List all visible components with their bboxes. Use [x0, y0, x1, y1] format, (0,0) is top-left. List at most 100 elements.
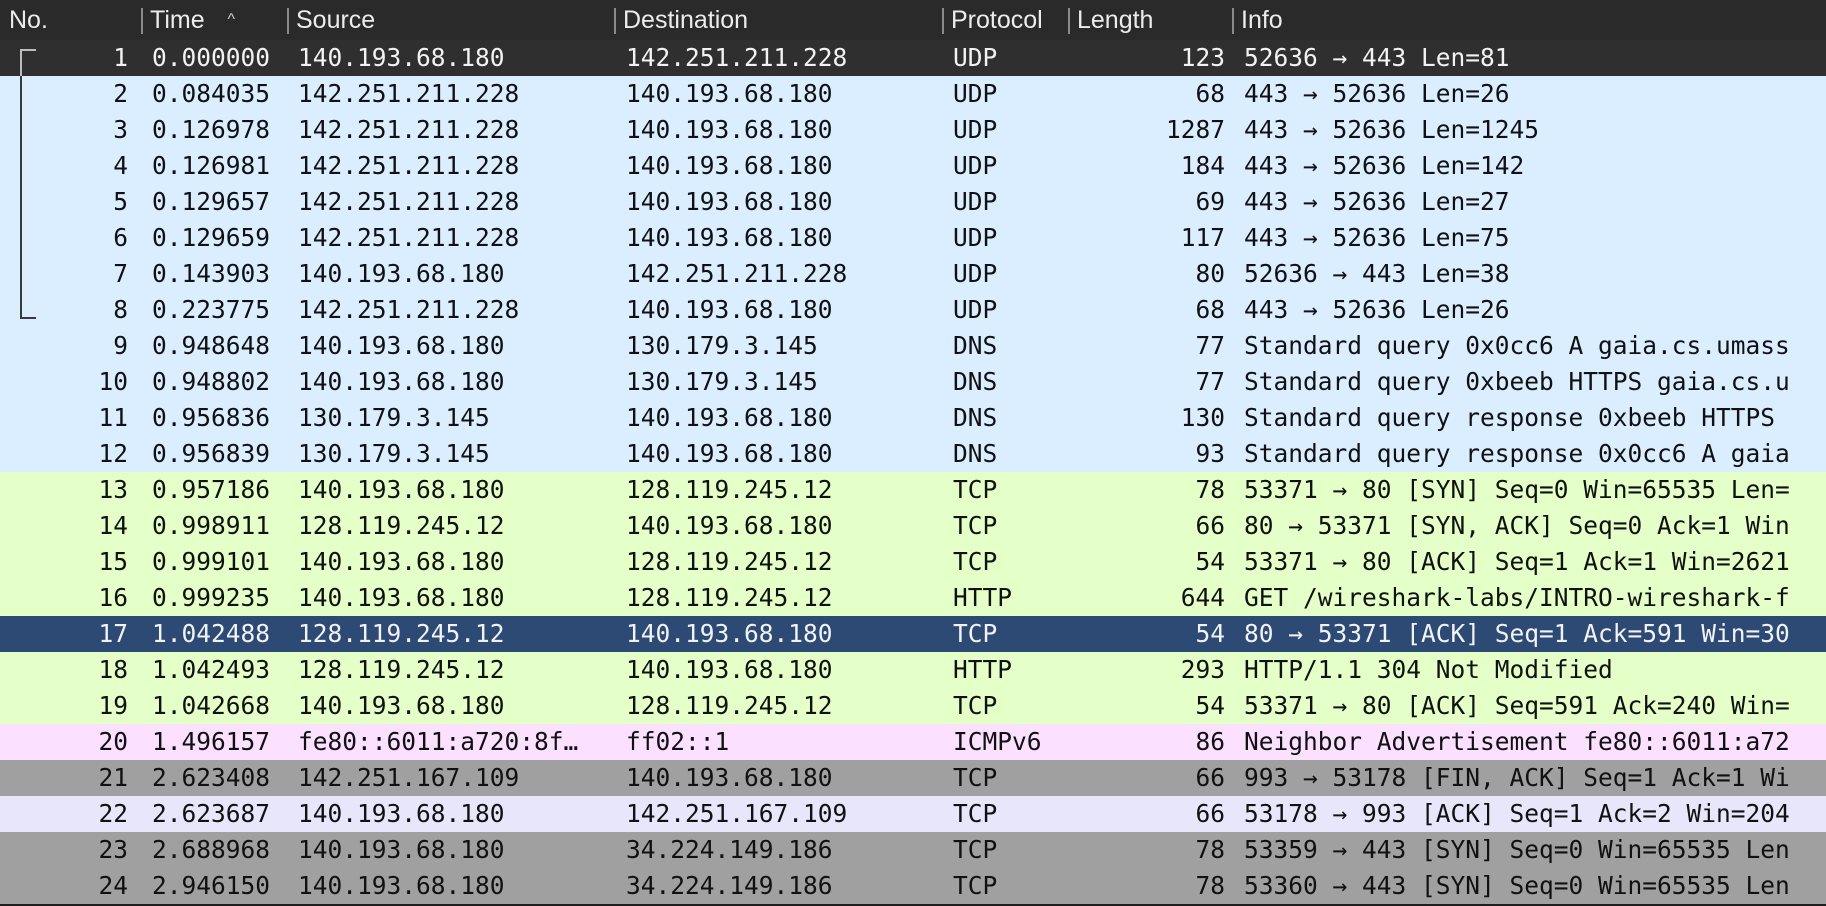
packet-length: 77 [1195, 331, 1225, 360]
column-header-no-label: No. [9, 6, 48, 34]
packet-info: 80 → 53371 [ACK] Seq=1 Ack=591 Win=30 [1244, 619, 1790, 648]
column-header-protocol-label: Protocol [951, 6, 1043, 34]
packet-source: 140.193.68.180 [298, 835, 505, 864]
packet-info: 443 → 52636 Len=26 [1244, 79, 1510, 108]
packet-time: 0.948648 [152, 331, 271, 360]
conversation-bracket [0, 40, 40, 76]
column-header-info[interactable]: Info [1232, 0, 1826, 40]
packet-number: 24 [98, 871, 128, 900]
column-header-no[interactable]: No. [0, 0, 140, 40]
packet-row[interactable]: 11 0.956836 130.179.3.145 140.193.68.180 DNS… [0, 400, 1826, 436]
packet-list-header: No. Time ^ Source Destination Protocol L… [0, 0, 1826, 41]
packet-time: 0.998911 [152, 511, 271, 540]
packet-row[interactable]: 3 0.126978 142.251.211.228 140.193.68.180 UD… [0, 112, 1826, 148]
packet-time: 0.126981 [152, 151, 271, 180]
conversation-bracket [0, 256, 40, 292]
column-header-length[interactable]: Length [1068, 0, 1232, 40]
packet-length: 644 [1180, 583, 1225, 612]
packet-length: 68 [1195, 295, 1225, 324]
packet-number: 21 [98, 763, 128, 792]
column-header-source[interactable]: Source [287, 0, 614, 40]
packet-info: 53359 → 443 [SYN] Seq=0 Win=65535 Len [1244, 835, 1790, 864]
packet-destination: 142.251.167.109 [626, 799, 848, 828]
packet-row[interactable]: 2 0.084035 142.251.211.228 140.193.68.180 UD… [0, 76, 1826, 112]
packet-number: 17 [98, 619, 128, 648]
column-header-time[interactable]: Time ^ [141, 0, 247, 40]
column-divider[interactable] [141, 8, 143, 34]
packet-time: 1.042488 [152, 619, 271, 648]
packet-length: 86 [1195, 727, 1225, 756]
packet-row[interactable]: 5 0.129657 142.251.211.228 140.193.68.180 UD… [0, 184, 1826, 220]
packet-row[interactable]: 9 0.948648 140.193.68.180 130.179.3.145 DNS 7… [0, 328, 1826, 364]
packet-destination: 140.193.68.180 [626, 403, 833, 432]
packet-protocol: UDP [953, 79, 998, 108]
packet-row[interactable]: 8 0.223775 142.251.211.228 140.193.68.180 UD… [0, 292, 1826, 328]
packet-row[interactable]: 13 0.957186 140.193.68.180 128.119.245.12 TC… [0, 472, 1826, 508]
packet-destination: 128.119.245.12 [626, 475, 833, 504]
packet-protocol: TCP [953, 619, 998, 648]
packet-info: HTTP/1.1 304 Not Modified [1244, 655, 1613, 684]
packet-row[interactable]: 18 1.042493 128.119.245.12 140.193.68.180 HT… [0, 652, 1826, 688]
column-divider[interactable] [942, 8, 944, 34]
packet-row[interactable]: 6 0.129659 142.251.211.228 140.193.68.180 UD… [0, 220, 1826, 256]
packet-row[interactable]: 21 2.623408 142.251.167.109 140.193.68.180 T… [0, 760, 1826, 796]
packet-row[interactable]: 1 0.000000 140.193.68.180 142.251.211.228 UD… [0, 40, 1826, 76]
packet-info: 53371 → 80 [ACK] Seq=591 Ack=240 Win= [1244, 691, 1790, 720]
conversation-bracket [0, 184, 40, 220]
packet-time: 0.956836 [152, 403, 271, 432]
packet-row[interactable]: 10 0.948802 140.193.68.180 130.179.3.145 DNS… [0, 364, 1826, 400]
packet-destination: 140.193.68.180 [626, 655, 833, 684]
column-divider[interactable] [614, 8, 616, 34]
packet-length: 66 [1195, 799, 1225, 828]
packet-row[interactable]: 12 0.956839 130.179.3.145 140.193.68.180 DNS… [0, 436, 1826, 472]
conversation-bracket [0, 148, 40, 184]
packet-info: 443 → 52636 Len=26 [1244, 295, 1510, 324]
packet-protocol: TCP [953, 763, 998, 792]
packet-info: 443 → 52636 Len=75 [1244, 223, 1510, 252]
packet-length: 123 [1180, 43, 1225, 72]
column-header-destination[interactable]: Destination [614, 0, 942, 40]
packet-row[interactable]: 20 1.496157 fe80::6011:a720:8f… ff02::1 ICMP… [0, 724, 1826, 760]
packet-time: 2.623408 [152, 763, 271, 792]
packet-time: 0.223775 [152, 295, 271, 324]
packet-row[interactable]: 24 2.946150 140.193.68.180 34.224.149.186 TC… [0, 868, 1826, 904]
column-header-destination-label: Destination [623, 6, 749, 34]
packet-row[interactable]: 19 1.042668 140.193.68.180 128.119.245.12 TC… [0, 688, 1826, 724]
packet-protocol: UDP [953, 187, 998, 216]
packet-time: 0.000000 [152, 43, 271, 72]
packet-row[interactable]: 15 0.999101 140.193.68.180 128.119.245.12 TC… [0, 544, 1826, 580]
packet-source: 142.251.211.228 [298, 115, 520, 144]
packet-destination: 140.193.68.180 [626, 439, 833, 468]
packet-info: Neighbor Advertisement fe80::6011:a72 [1244, 727, 1790, 756]
packet-protocol: UDP [953, 259, 998, 288]
packet-destination: 128.119.245.12 [626, 583, 833, 612]
column-divider[interactable] [1232, 8, 1234, 34]
packet-row[interactable]: 23 2.688968 140.193.68.180 34.224.149.186 TC… [0, 832, 1826, 868]
column-divider[interactable] [287, 8, 289, 34]
packet-destination: 34.224.149.186 [626, 835, 833, 864]
packet-row[interactable]: 22 2.623687 140.193.68.180 142.251.167.109 T… [0, 796, 1826, 832]
packet-row[interactable]: 4 0.126981 142.251.211.228 140.193.68.180 UD… [0, 148, 1826, 184]
packet-destination: 142.251.211.228 [626, 259, 848, 288]
packet-info: 53371 → 80 [SYN] Seq=0 Win=65535 Len= [1244, 475, 1790, 504]
packet-row[interactable]: 16 0.999235 140.193.68.180 128.119.245.12 HT… [0, 580, 1826, 616]
packet-destination: 130.179.3.145 [626, 367, 818, 396]
column-divider[interactable] [1068, 8, 1070, 34]
packet-protocol: UDP [953, 151, 998, 180]
packet-source: 140.193.68.180 [298, 691, 505, 720]
packet-row[interactable]: 14 0.998911 128.119.245.12 140.193.68.180 TC… [0, 508, 1826, 544]
packet-length: 78 [1195, 835, 1225, 864]
packet-info: 993 → 53178 [FIN, ACK] Seq=1 Ack=1 Wi [1244, 763, 1790, 792]
packet-number: 5 [113, 187, 128, 216]
packet-source: 142.251.211.228 [298, 151, 520, 180]
conversation-bracket [0, 112, 40, 148]
packet-time: 2.946150 [152, 871, 271, 900]
packet-source: 142.251.211.228 [298, 295, 520, 324]
packet-number: 1 [113, 43, 128, 72]
packet-row[interactable]: 7 0.143903 140.193.68.180 142.251.211.228 UD… [0, 256, 1826, 292]
column-header-protocol[interactable]: Protocol [942, 0, 1068, 40]
packet-number: 14 [98, 511, 128, 540]
packet-number: 15 [98, 547, 128, 576]
packet-row[interactable]: 17 1.042488 128.119.245.12 140.193.68.180 TC… [0, 616, 1826, 652]
packet-source: 140.193.68.180 [298, 331, 505, 360]
